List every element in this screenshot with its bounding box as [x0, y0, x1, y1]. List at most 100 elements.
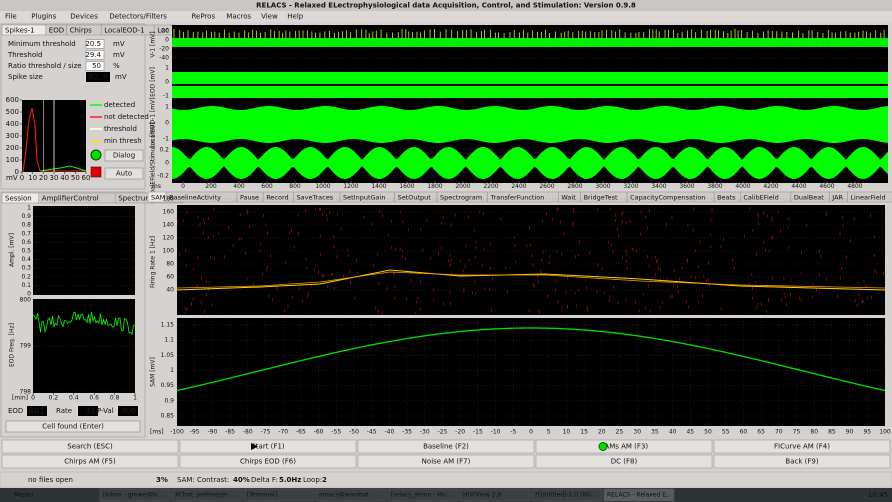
legend-label: threshold: [104, 125, 137, 133]
tab-label: JAR: [831, 194, 843, 202]
macro-button[interactable]: [357, 454, 535, 469]
tab-label: Record: [266, 194, 288, 202]
x-tick-label: 80: [810, 429, 818, 436]
x-tick-label: 75: [793, 429, 801, 436]
x-tick-label: -95: [190, 429, 200, 436]
y-tick-label: 100: [163, 248, 175, 255]
param-label: Minimum threshold: [8, 40, 76, 48]
menu-item[interactable]: File: [5, 13, 17, 21]
y-tick-label: -20: [159, 46, 169, 53]
y-tick-label: -40: [159, 55, 169, 62]
y-tick-label: 1: [170, 367, 174, 374]
macro-button[interactable]: [713, 454, 891, 469]
menu-item[interactable]: Devices: [70, 13, 98, 21]
trace-waveform: [172, 86, 888, 98]
tab-label: AmplifierControl: [42, 195, 99, 203]
x-tick-label: 65: [757, 429, 765, 436]
menu-item[interactable]: Help: [287, 13, 304, 21]
button[interactable]: [104, 167, 144, 180]
x-tick-label: 40: [669, 429, 677, 436]
tab-label: SAM: [151, 194, 165, 202]
spinbox[interactable]: [85, 61, 105, 71]
tab-label: Spikes-1: [5, 27, 35, 35]
x-unit: mV: [6, 174, 18, 182]
macro-button[interactable]: [713, 439, 891, 454]
tab-label: SaveTraces: [297, 194, 334, 202]
x-tick-label: 60: [740, 429, 748, 436]
x-tick-label: -100: [170, 429, 184, 436]
menu-item[interactable]: Macros: [226, 13, 251, 21]
x-tick-label: -60: [314, 429, 324, 436]
macro-button[interactable]: [179, 439, 357, 454]
button[interactable]: [104, 149, 144, 162]
menu-item[interactable]: View: [261, 13, 278, 21]
x-tick-label: -30: [420, 429, 430, 436]
taskbar-item[interactable]: [603, 488, 675, 502]
y-tick-label: 500: [6, 108, 19, 116]
y-tick-label: 0.3: [21, 265, 31, 272]
y-tick-label: 120: [163, 235, 175, 242]
title-bar: [0, 0, 892, 11]
window-title: RELACS - Relaxed ELectrophysiological da…: [256, 2, 636, 10]
tab-label: Spectrogram: [440, 194, 482, 202]
x-tick-label: 90: [846, 429, 854, 436]
spinbox[interactable]: [85, 39, 105, 49]
macro-button[interactable]: [1, 454, 179, 469]
trace-waveform: [172, 147, 888, 179]
x-tick-label: 4800: [847, 183, 862, 190]
tab[interactable]: [847, 191, 892, 203]
taskbar-item[interactable]: [459, 488, 531, 502]
axis-label: EOD [mV]: [150, 67, 157, 97]
lcd: [78, 406, 98, 416]
y-tick-label: 0.5: [21, 248, 31, 255]
x-tick-label: 800: [289, 183, 301, 190]
macro-button[interactable]: [535, 454, 713, 469]
menu-item[interactable]: RePros: [192, 13, 216, 21]
taskbar-item[interactable]: [315, 488, 387, 502]
trace-waveform: [172, 72, 888, 84]
status-text: Delta F:: [251, 476, 278, 484]
button[interactable]: [5, 420, 141, 433]
x-tick-label: 25: [616, 429, 624, 436]
x-tick-label: 30: [633, 429, 641, 436]
histogram-curve: [39, 165, 87, 172]
x-tick-label: -45: [367, 429, 377, 436]
param-label: Ratio threshold / size: [8, 62, 82, 70]
y-tick-label: 600: [6, 96, 19, 104]
y-tick-label: 0.85: [161, 413, 175, 420]
taskbar-item[interactable]: [387, 488, 459, 502]
x-tick-label: 35: [651, 429, 659, 436]
macro-button[interactable]: [1, 439, 179, 454]
taskbar-item[interactable]: [99, 488, 171, 502]
x-tick-label: 0.6: [89, 395, 99, 402]
x-tick-label: 10: [28, 174, 37, 182]
y-tick-label: 0: [27, 291, 31, 298]
x-tick-label: -55: [331, 429, 341, 436]
y-tick-label: 0: [15, 168, 19, 176]
axis-label: V-1 [mV]: [150, 31, 157, 57]
plot-area: [177, 205, 885, 315]
taskbar-item[interactable]: [243, 488, 315, 502]
macro-button[interactable]: [357, 439, 535, 454]
macro-button[interactable]: [535, 439, 713, 454]
taskbar-item[interactable]: [171, 488, 243, 502]
x-tick-label: 0.8: [110, 395, 120, 402]
x-tick-label: -40: [384, 429, 394, 436]
param-unit: mV: [113, 40, 125, 48]
y-tick-label: 300: [6, 132, 19, 140]
taskbar-item[interactable]: [531, 488, 603, 502]
x-tick-label: 600: [261, 183, 273, 190]
axis-label: Firing Rate 1 [Hz]: [150, 236, 157, 288]
button-label: Baseline (F2): [423, 443, 469, 451]
x-tick-label: 1600: [399, 183, 414, 190]
x-tick-label: -25: [438, 429, 448, 436]
button-label: Search (ESC): [67, 443, 113, 451]
menu-item[interactable]: Detectors/Filters: [109, 13, 167, 21]
macro-button[interactable]: [179, 454, 357, 469]
y-tick-label: 0: [165, 160, 169, 167]
lcd: [86, 72, 110, 82]
spinbox[interactable]: [85, 50, 105, 60]
x-tick-label: -35: [402, 429, 412, 436]
menu-item[interactable]: Plugins: [31, 13, 56, 21]
